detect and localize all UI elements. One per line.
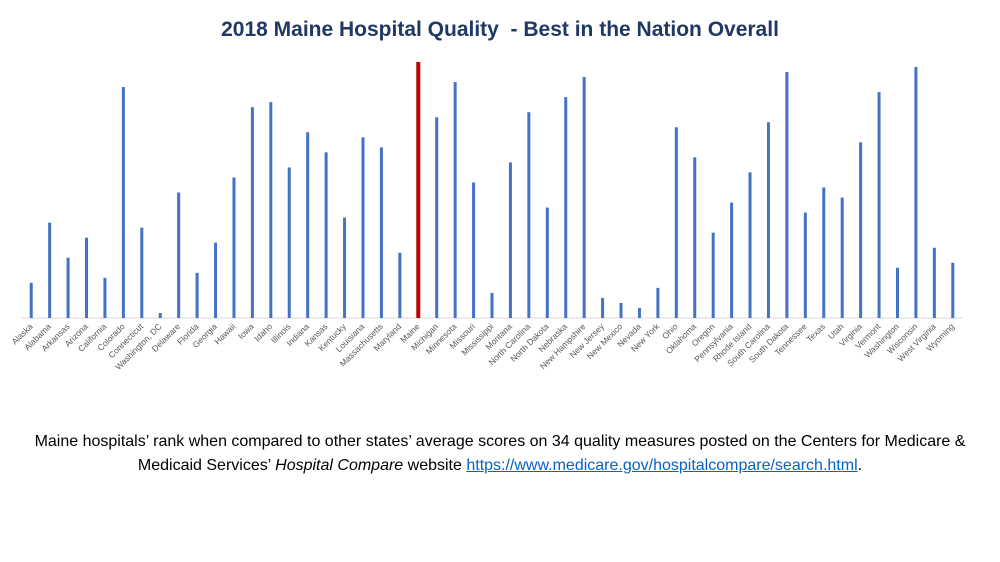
tick-label-texas: Texas — [804, 321, 827, 344]
bar-idaho — [269, 102, 273, 318]
bar-wyoming — [951, 262, 955, 318]
bar-hawaii — [232, 177, 236, 318]
bar-rhode-island — [748, 172, 752, 318]
bar-south-dakota — [785, 72, 789, 318]
bar-massachusetts — [379, 147, 383, 318]
caption-italic: Hospital Compare — [275, 457, 404, 474]
caption: Maine hospitals’ rank when compared to o… — [20, 430, 980, 478]
bar-texas — [822, 187, 826, 318]
bar-washington — [895, 267, 899, 318]
bar-new-hampshire — [582, 77, 586, 318]
tick-label-hawaii: Hawaii — [212, 321, 237, 346]
bar-california — [103, 277, 107, 318]
bar-nevada — [637, 307, 641, 318]
bar-south-carolina — [766, 122, 770, 319]
caption-after-italic: website — [403, 457, 467, 474]
bar-alaska — [29, 282, 33, 318]
bar-tennessee — [803, 212, 807, 318]
bar-north-carolina — [527, 112, 531, 318]
bar-virginia — [859, 142, 863, 318]
bar-new-mexico — [619, 302, 623, 318]
bar-north-dakota — [545, 207, 549, 318]
bar-wisconsin — [914, 67, 918, 319]
bar-alabama — [48, 222, 52, 318]
bar-arizona — [85, 237, 89, 318]
bar-minnesota — [453, 82, 457, 318]
bar-colorado — [121, 87, 125, 318]
bar-pennsylvania — [730, 202, 734, 318]
bar-florida — [195, 272, 199, 318]
hospital-compare-link[interactable]: https://www.medicare.gov/hospitalcompare… — [466, 457, 858, 474]
bar-connecticut — [140, 227, 144, 318]
bar-louisiana — [361, 137, 365, 318]
bar-montana — [508, 162, 512, 318]
bar-arkansas — [66, 257, 70, 318]
bar-washington-dc — [158, 312, 162, 318]
bar-vermont — [877, 92, 881, 319]
bar-michigan — [435, 117, 439, 318]
bar-maryland — [398, 252, 402, 318]
bar-georgia — [214, 242, 218, 318]
caption-end: . — [857, 457, 863, 474]
bar-utah — [840, 197, 844, 318]
bar-kansas — [324, 152, 328, 318]
bar-iowa — [250, 107, 254, 319]
tick-labels-group: AlaskaAlabamaArkansasArizonaCaliforniaCo… — [10, 321, 957, 372]
bar-chart: AlaskaAlabamaArkansasArizonaCaliforniaCo… — [10, 62, 962, 372]
caption-text: Maine hospitals’ rank when compared to o… — [34, 433, 966, 474]
bar-illinois — [287, 167, 291, 318]
bar-delaware — [177, 192, 181, 318]
chart-title: 2018 Maine Hospital Quality - Best in th… — [221, 18, 779, 41]
bar-oklahoma — [693, 157, 697, 318]
bar-mississippi — [490, 292, 494, 318]
bar-ohio — [674, 127, 678, 318]
bar-kentucky — [343, 217, 347, 318]
bars-group — [29, 62, 955, 319]
bar-new-york — [656, 287, 660, 318]
bar-west-virginia — [932, 247, 936, 318]
bar-new-jersey — [601, 297, 605, 318]
bar-missouri — [472, 182, 476, 318]
bar-nebraska — [564, 97, 568, 318]
bar-oregon — [711, 232, 715, 318]
bar-maine — [416, 62, 421, 318]
bar-indiana — [306, 132, 310, 318]
